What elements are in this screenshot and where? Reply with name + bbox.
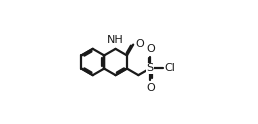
Text: NH: NH — [107, 35, 124, 45]
Text: S: S — [147, 63, 154, 73]
Text: Cl: Cl — [165, 63, 176, 73]
Text: O: O — [146, 83, 155, 93]
Text: O: O — [136, 39, 144, 49]
Text: O: O — [146, 44, 155, 54]
